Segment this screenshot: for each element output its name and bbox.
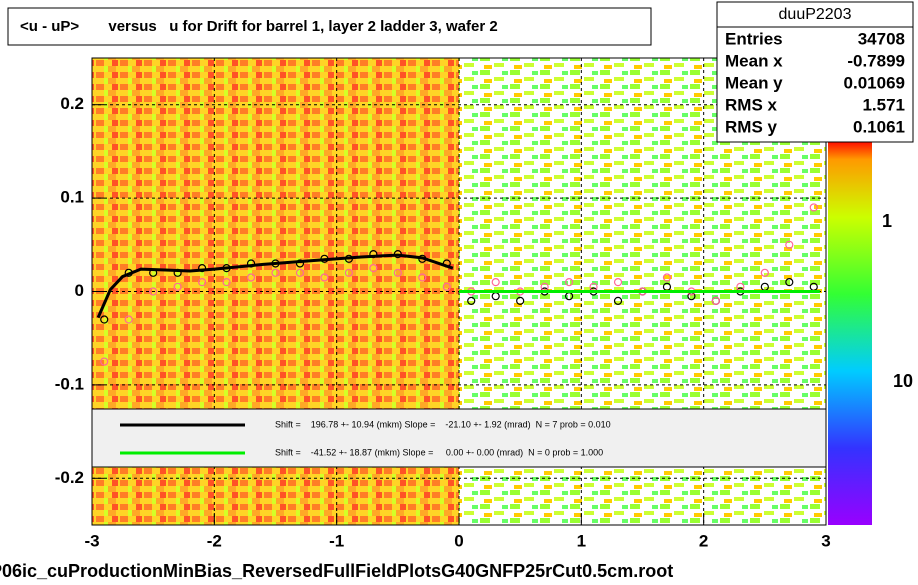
- profile-point: [344, 268, 353, 277]
- y-tick-label: 0.1: [60, 188, 84, 207]
- profile-point: [442, 282, 451, 291]
- profile-point: [418, 273, 427, 282]
- profile-point: [100, 357, 109, 366]
- profile-point: [271, 268, 280, 277]
- footer: P06ic_cuProductionMinBias_ReversedFullFi…: [0, 561, 673, 581]
- profile-point: [760, 268, 769, 277]
- profile-point: [785, 278, 794, 287]
- x-tick-label: 0: [454, 531, 463, 550]
- palette-label: 1: [882, 211, 892, 231]
- profile-point: [320, 273, 329, 282]
- profile-point: [711, 296, 721, 305]
- profile-point: [809, 203, 818, 212]
- y-tick-label: 0.2: [60, 94, 84, 113]
- profile-point: [564, 278, 574, 287]
- x-tick-label: 1: [577, 531, 586, 550]
- stats-value: -0.7899: [847, 51, 905, 70]
- stats-label: Mean y: [725, 73, 783, 92]
- x-tick-label: 2: [699, 531, 708, 550]
- profile-point: [149, 287, 158, 296]
- x-tick-label: -2: [207, 531, 222, 550]
- profile-point: [662, 273, 672, 282]
- chart-title: <u - uP> versus u for Drift for barrel 1…: [20, 18, 498, 35]
- profile-point: [222, 278, 231, 287]
- palette: [828, 140, 872, 525]
- x-tick-label: -3: [84, 531, 99, 550]
- profile-point: [613, 278, 623, 287]
- fit-legend-box: [91, 408, 827, 468]
- y-tick-label: 0: [75, 281, 84, 300]
- profile-point: [124, 315, 133, 324]
- stats-value: 34708: [858, 29, 905, 48]
- stats-title: duuP2203: [779, 6, 852, 23]
- stats-value: 0.01069: [844, 73, 905, 92]
- x-tick-label: 3: [821, 531, 830, 550]
- stats-label: RMS y: [725, 117, 778, 136]
- stats-value: 0.1061: [853, 117, 905, 136]
- profile-point: [100, 315, 109, 324]
- y-tick-label: -0.1: [55, 374, 84, 393]
- palette-label: 10: [893, 371, 913, 391]
- profile-point: [393, 268, 402, 277]
- profile-point: [516, 296, 525, 305]
- stats-label: Entries: [725, 29, 783, 48]
- profile-point: [295, 259, 305, 268]
- legend-text: Shift = -41.52 +- 18.87 (mkm) Slope = 0.…: [275, 447, 603, 457]
- stats-box: [716, 1, 914, 143]
- profile-point: [246, 273, 256, 282]
- x-tick-label: -1: [329, 531, 344, 550]
- profile-point: [467, 296, 476, 305]
- title-box: [7, 7, 652, 46]
- profile-point: [173, 282, 182, 291]
- profile-point: [491, 278, 500, 287]
- legend-text: Shift = 196.78 +- 10.94 (mkm) Slope = -2…: [275, 419, 611, 429]
- stats-label: RMS x: [725, 95, 778, 114]
- profile-point: [785, 240, 794, 249]
- profile-point: [369, 264, 378, 273]
- stats-label: Mean x: [725, 51, 783, 70]
- profile-point: [198, 278, 207, 287]
- y-tick-label: -0.2: [55, 468, 84, 487]
- stats-value: 1.571: [862, 95, 905, 114]
- profile-point: [295, 268, 305, 277]
- profile-point: [613, 296, 623, 305]
- profile-point: [198, 264, 207, 273]
- fit-line: [96, 253, 454, 319]
